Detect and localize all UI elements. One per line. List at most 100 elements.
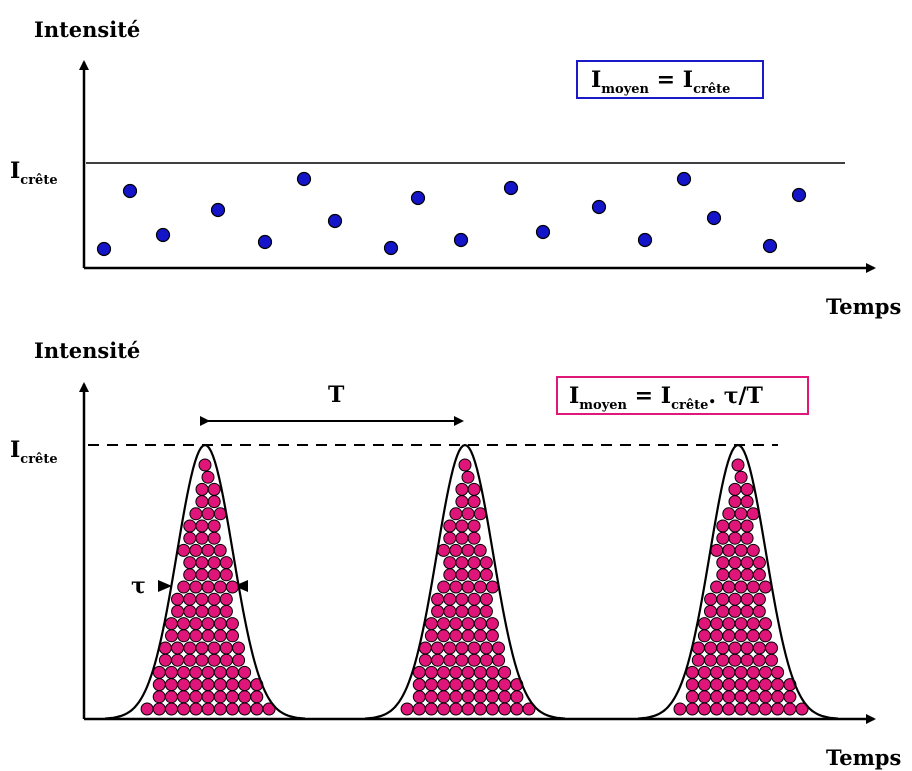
particle xyxy=(171,604,185,618)
particle xyxy=(740,531,754,545)
particle xyxy=(710,543,724,557)
data-dot xyxy=(762,238,778,254)
particle xyxy=(412,678,426,692)
particle xyxy=(195,604,209,618)
particle xyxy=(437,580,451,594)
particle xyxy=(734,543,748,557)
particle xyxy=(461,507,475,521)
particle xyxy=(492,653,506,667)
particle xyxy=(734,629,748,643)
particle xyxy=(195,556,209,570)
particle xyxy=(225,678,239,692)
particle xyxy=(431,641,444,655)
particle xyxy=(498,665,512,679)
tau-left-arrow-icon xyxy=(158,580,172,592)
particle xyxy=(177,702,191,716)
particle xyxy=(473,617,487,631)
particle xyxy=(728,519,742,533)
particle xyxy=(207,568,221,582)
particle xyxy=(746,690,760,704)
particle xyxy=(195,653,209,667)
particle xyxy=(225,702,239,716)
particle xyxy=(710,629,724,643)
data-dot xyxy=(535,224,551,240)
particle xyxy=(437,629,451,643)
particle xyxy=(722,543,736,557)
particle xyxy=(752,556,766,570)
particle xyxy=(207,482,221,496)
particle xyxy=(189,678,203,692)
particle xyxy=(467,556,481,570)
particle xyxy=(183,568,197,582)
particle xyxy=(746,678,760,692)
particle xyxy=(473,702,487,716)
tau-right-arrow-icon xyxy=(234,580,248,592)
data-dot xyxy=(791,187,807,203)
particle xyxy=(201,617,215,631)
particle xyxy=(685,690,699,704)
bottom-formula: Imoyen = Icrête. τ/T xyxy=(569,383,764,413)
particle xyxy=(479,556,493,570)
particle xyxy=(412,702,426,716)
particle xyxy=(201,702,215,716)
particle xyxy=(728,604,742,618)
particle xyxy=(443,568,457,582)
particle xyxy=(685,665,699,679)
particle xyxy=(704,653,717,667)
particle xyxy=(207,519,221,533)
particle xyxy=(771,665,785,679)
particle xyxy=(449,629,463,643)
particle xyxy=(250,702,264,716)
particle xyxy=(455,641,469,655)
pulse xyxy=(364,443,566,720)
particle xyxy=(752,568,766,582)
particle xyxy=(165,702,178,716)
particle xyxy=(431,653,445,667)
particle xyxy=(195,519,209,533)
pulse-curve xyxy=(104,443,306,720)
bottom-y-axis-title: Intensité xyxy=(34,338,140,363)
particle xyxy=(213,580,227,594)
particle xyxy=(473,678,487,692)
particle xyxy=(431,592,445,606)
particle xyxy=(455,482,469,496)
data-dot xyxy=(383,240,399,256)
particle xyxy=(189,580,203,594)
particle xyxy=(710,665,724,679)
particle xyxy=(467,604,481,618)
particle xyxy=(207,604,221,618)
particle xyxy=(213,543,227,557)
particle xyxy=(219,604,233,618)
particle xyxy=(759,617,772,631)
particle xyxy=(734,702,748,716)
particle xyxy=(485,690,499,704)
particle xyxy=(759,690,772,704)
particle xyxy=(728,641,742,655)
particle xyxy=(437,665,451,679)
particle xyxy=(198,458,212,472)
particle xyxy=(710,690,724,704)
particle xyxy=(479,641,493,655)
particle xyxy=(195,531,209,545)
particle xyxy=(697,629,711,643)
particle xyxy=(201,678,215,692)
particle xyxy=(455,556,469,570)
particle xyxy=(164,690,178,704)
particle xyxy=(213,665,227,679)
particle xyxy=(418,653,432,667)
particle xyxy=(458,458,472,472)
particle xyxy=(443,641,457,655)
particle xyxy=(195,592,209,606)
particle xyxy=(473,629,487,643)
particle xyxy=(455,568,469,582)
particle xyxy=(152,690,166,704)
particle xyxy=(722,617,736,631)
particle xyxy=(467,653,481,667)
particle xyxy=(424,678,438,692)
particle xyxy=(189,690,203,704)
particle xyxy=(183,653,197,667)
data-dot xyxy=(503,180,519,196)
particle xyxy=(195,641,209,655)
particle xyxy=(449,617,463,631)
